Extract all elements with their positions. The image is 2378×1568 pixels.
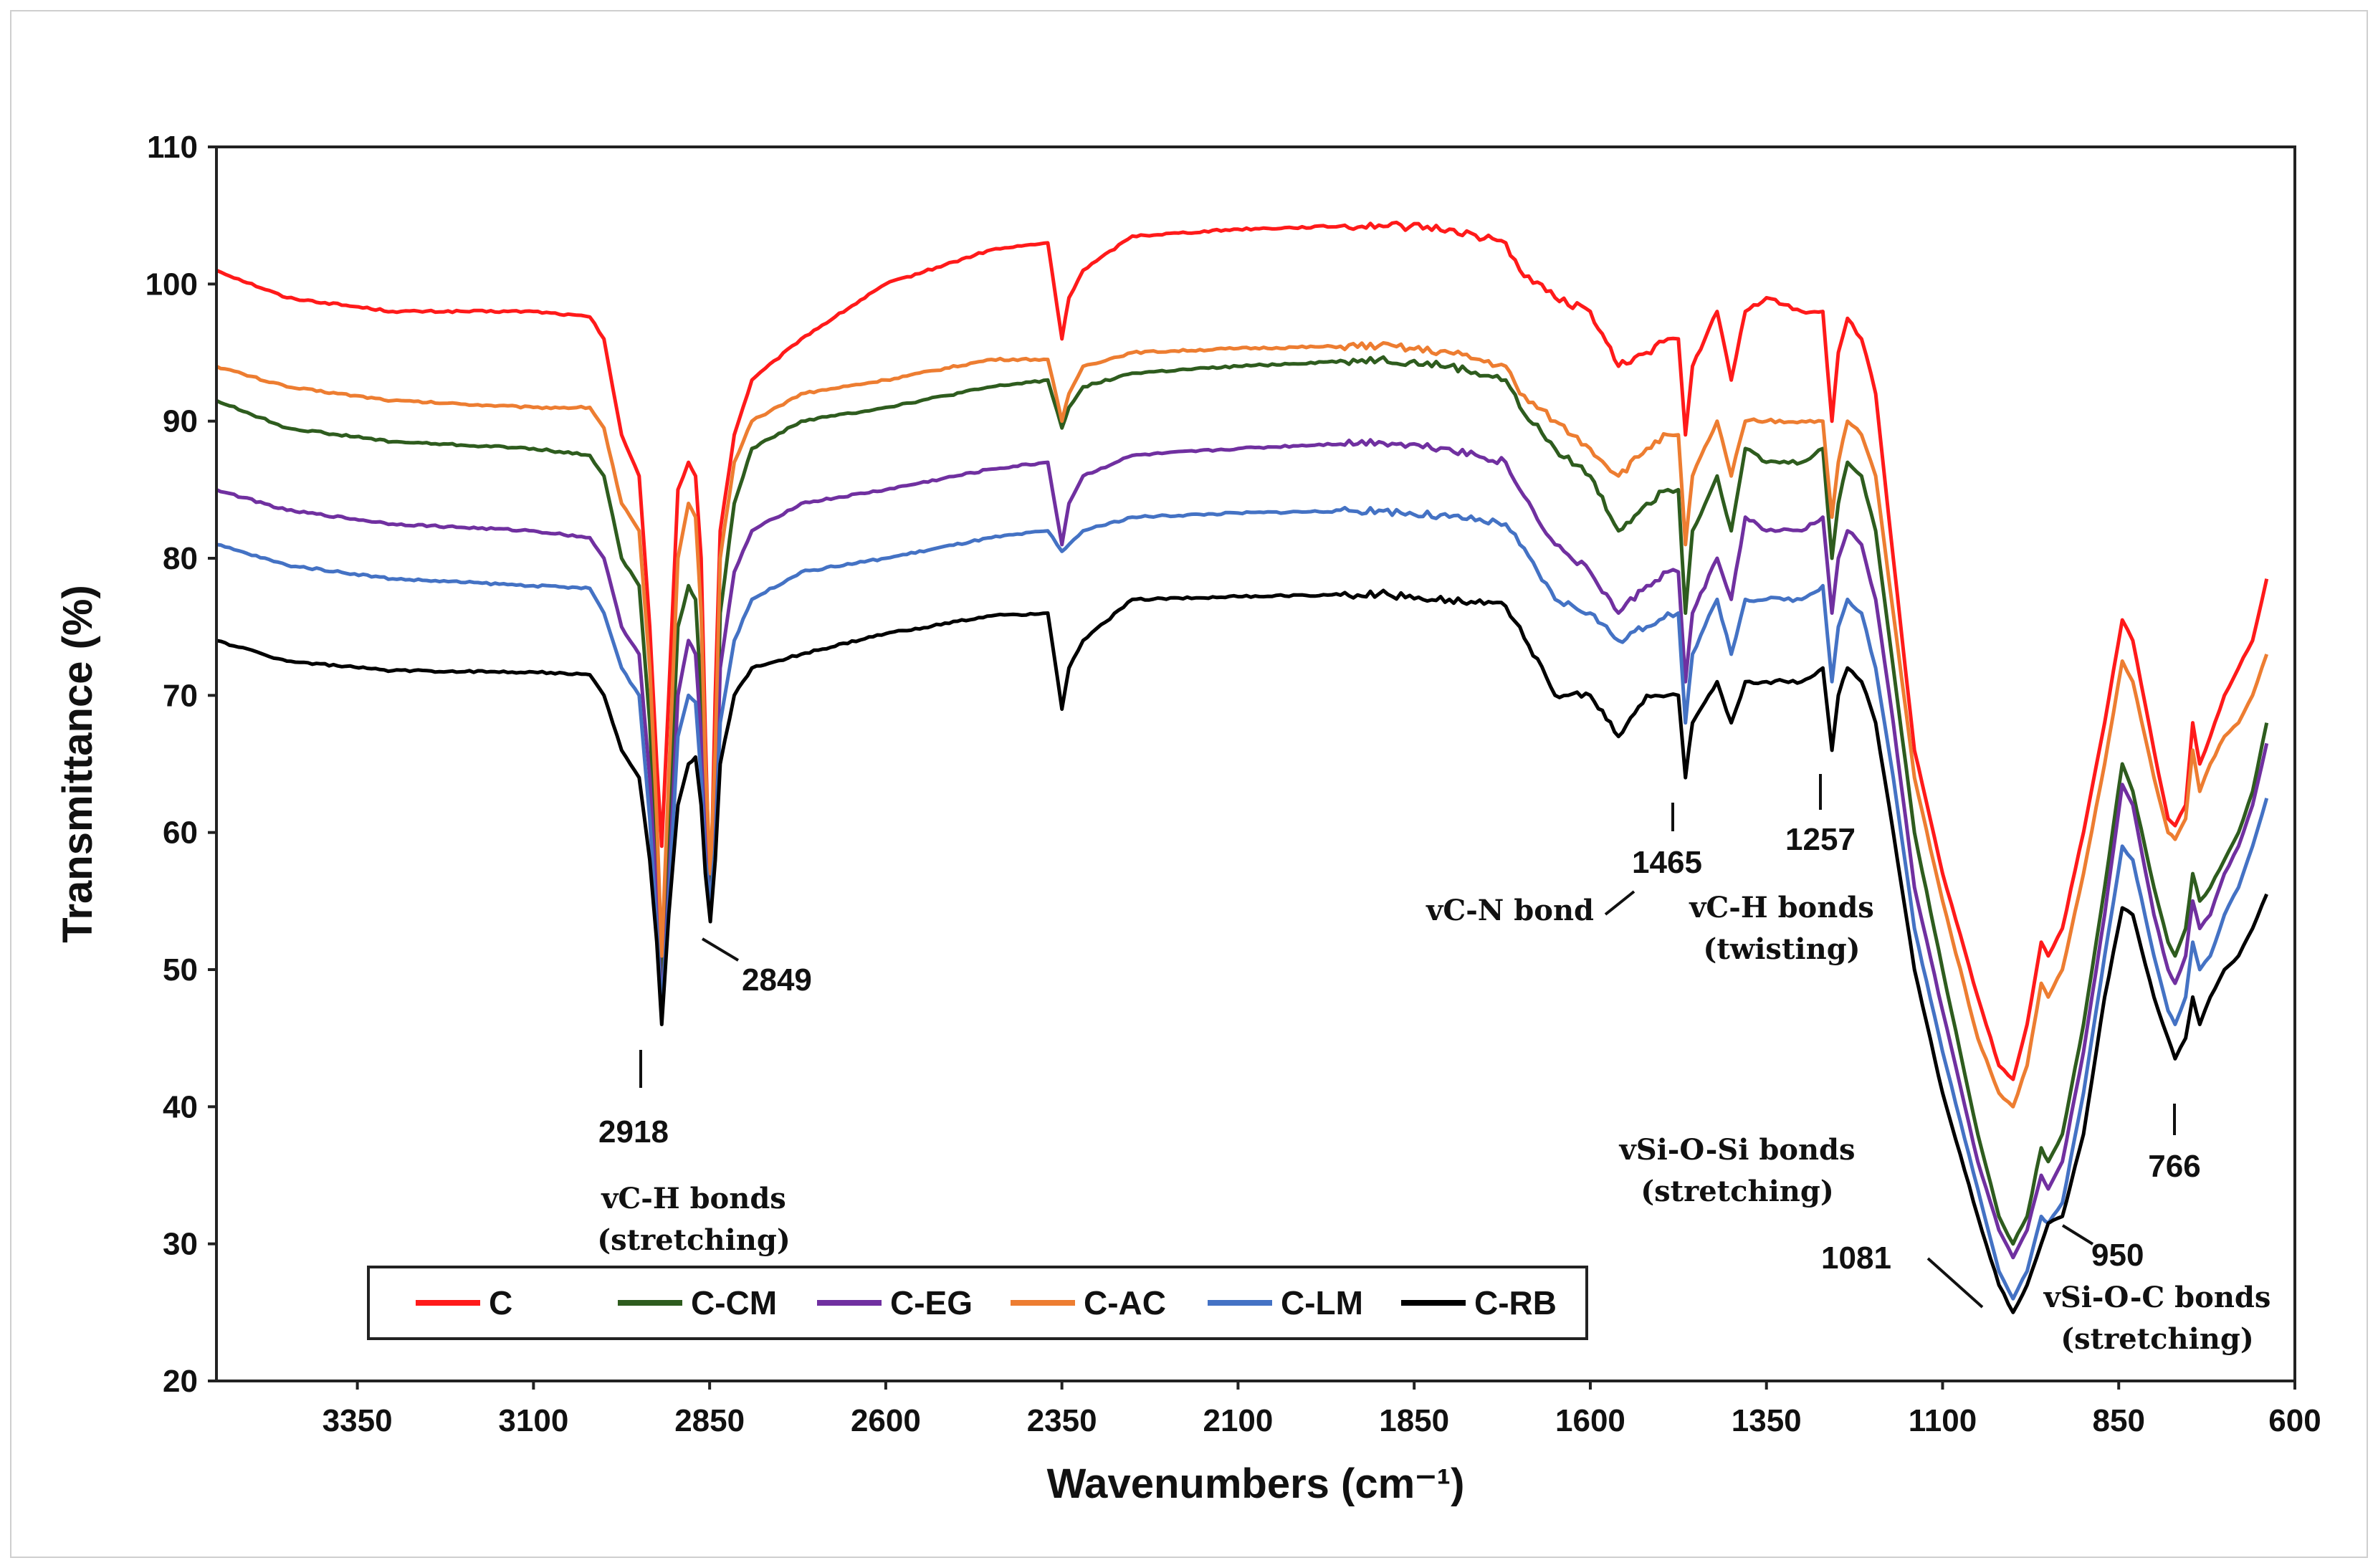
y-axis-label: Transmittance (%) (54, 585, 101, 943)
leader-950 (2061, 1224, 2094, 1246)
x-tick-label: 3350 (323, 1403, 393, 1438)
legend-label-c-lm: C-LM (1281, 1284, 1363, 1321)
bond-ch-stretch-line2: (stretching) (597, 1223, 791, 1257)
y-tick-label: 100 (145, 267, 198, 302)
x-tick-label: 1350 (1732, 1403, 1802, 1438)
y-tick-label: 20 (163, 1364, 198, 1399)
bond-cn-label: vC-N bond (1426, 894, 1594, 927)
series-line-c-ac (215, 341, 2269, 1109)
series-line-c-rb (216, 588, 2268, 1314)
series-line-c-eg (215, 438, 2269, 1260)
x-tick-label: 1850 (1379, 1403, 1449, 1438)
y-tick-label: 40 (163, 1089, 198, 1124)
x-tick-label: 600 (2268, 1403, 2321, 1438)
peak-766-label: 766 (2148, 1149, 2200, 1184)
figure-frame (10, 10, 2368, 1558)
x-axis-label: Wavenumbers (cm⁻¹) (1047, 1461, 1465, 1507)
bond-siosi-line1: vSi-O-Si bonds (1618, 1133, 1855, 1167)
legend-label-c-eg: C-EG (890, 1284, 973, 1321)
bond-ch-twist-line2: (twisting) (1703, 932, 1860, 966)
bond-sioc-line2: (stretching) (2061, 1322, 2254, 1356)
leader-1081 (1926, 1257, 1984, 1309)
y-tick-label: 90 (163, 404, 198, 439)
x-tick-label: 2100 (1203, 1403, 1273, 1438)
x-axis-ticks: 3350 3100 2850 2600 2350 2100 1850 1600 1350 1100… (323, 1381, 2321, 1438)
x-tick-label: 1600 (1555, 1403, 1625, 1438)
peak-2918-label: 2918 (598, 1114, 669, 1149)
peak-1257-label: 1257 (1785, 822, 1856, 857)
y-tick-label: 80 (163, 541, 198, 576)
annotation-layer: 2918 2849 1465 1257 1081 950 766 vC-N bo… (597, 774, 2270, 1356)
y-tick-label: 60 (163, 816, 198, 851)
bond-sioc-line1: vSi-O-C bonds (2043, 1281, 2271, 1314)
x-tick-label: 2350 (1027, 1403, 1097, 1438)
series-line-c-lm (216, 505, 2269, 1301)
leader-2849 (701, 937, 740, 962)
leader-cn (1604, 890, 1636, 916)
bond-ch-stretch-line1: vC-H bonds (601, 1182, 786, 1215)
peak-950-label: 950 (2091, 1238, 2144, 1273)
legend-label-c: C (489, 1284, 512, 1321)
legend-box (367, 1266, 1588, 1340)
x-tick-label: 850 (2093, 1403, 2145, 1438)
x-tick-label: 2850 (674, 1403, 745, 1438)
series-layer (215, 220, 2269, 1314)
legend-label-c-cm: C-CM (691, 1284, 777, 1321)
legend: C C-CM C-EG C-AC C-LM C-RB (367, 1266, 1588, 1340)
legend-label-c-ac: C-AC (1084, 1284, 1166, 1321)
bond-ch-twist-line1: vC-H bonds (1689, 891, 1874, 924)
bond-siosi-line2: (stretching) (1641, 1175, 1834, 1208)
legend-items: C C-CM C-EG C-AC C-LM C-RB (416, 1284, 1557, 1321)
x-tick-label: 2600 (851, 1403, 921, 1438)
legend-label-c-rb: C-RB (1474, 1284, 1557, 1321)
x-tick-label: 1100 (1909, 1403, 1977, 1438)
series-line-c-cm (215, 355, 2269, 1246)
y-tick-label: 50 (163, 952, 198, 988)
series-line-c (216, 220, 2269, 1081)
plot-area-border (215, 145, 2296, 1382)
y-tick-label: 30 (163, 1227, 198, 1262)
y-tick-label: 70 (163, 678, 198, 713)
peak-1465-label: 1465 (1632, 845, 1702, 880)
y-axis-ticks: 20 30 40 50 60 70 80 90 100 110 (145, 130, 216, 1399)
x-tick-label: 3100 (498, 1403, 568, 1438)
peak-1081-label: 1081 (1821, 1240, 1891, 1276)
y-tick-label: 110 (147, 130, 198, 165)
peak-2849-label: 2849 (742, 962, 812, 998)
